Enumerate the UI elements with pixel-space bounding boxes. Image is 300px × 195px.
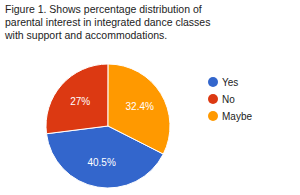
title-line: parental interest in integrated dance cl… xyxy=(5,16,210,28)
pie-slice xyxy=(46,64,108,134)
data-labels: 40.5% 27% 32.4% xyxy=(70,96,154,168)
chart-title: Figure 1. Shows percentage distribution … xyxy=(4,3,210,41)
legend-label: Maybe xyxy=(222,111,252,122)
legend-swatch xyxy=(208,111,218,121)
title-line: Figure 1. Shows percentage distribution … xyxy=(5,3,202,15)
legend-item: Maybe xyxy=(208,111,252,122)
chart: Figure 1. Shows percentage distribution … xyxy=(0,0,300,195)
legend-label: Yes xyxy=(222,77,238,88)
pie-slice xyxy=(108,64,170,154)
legend: Yes No Maybe xyxy=(208,77,252,122)
legend-swatch xyxy=(208,77,218,87)
data-label: 27% xyxy=(70,96,90,107)
pie xyxy=(46,64,170,188)
legend-swatch xyxy=(208,94,218,104)
legend-item: No xyxy=(208,94,235,105)
title-line: with support and accommodations. xyxy=(4,29,167,41)
data-label: 40.5% xyxy=(87,157,115,168)
legend-item: Yes xyxy=(208,77,238,88)
legend-label: No xyxy=(222,94,235,105)
data-label: 32.4% xyxy=(126,101,154,112)
